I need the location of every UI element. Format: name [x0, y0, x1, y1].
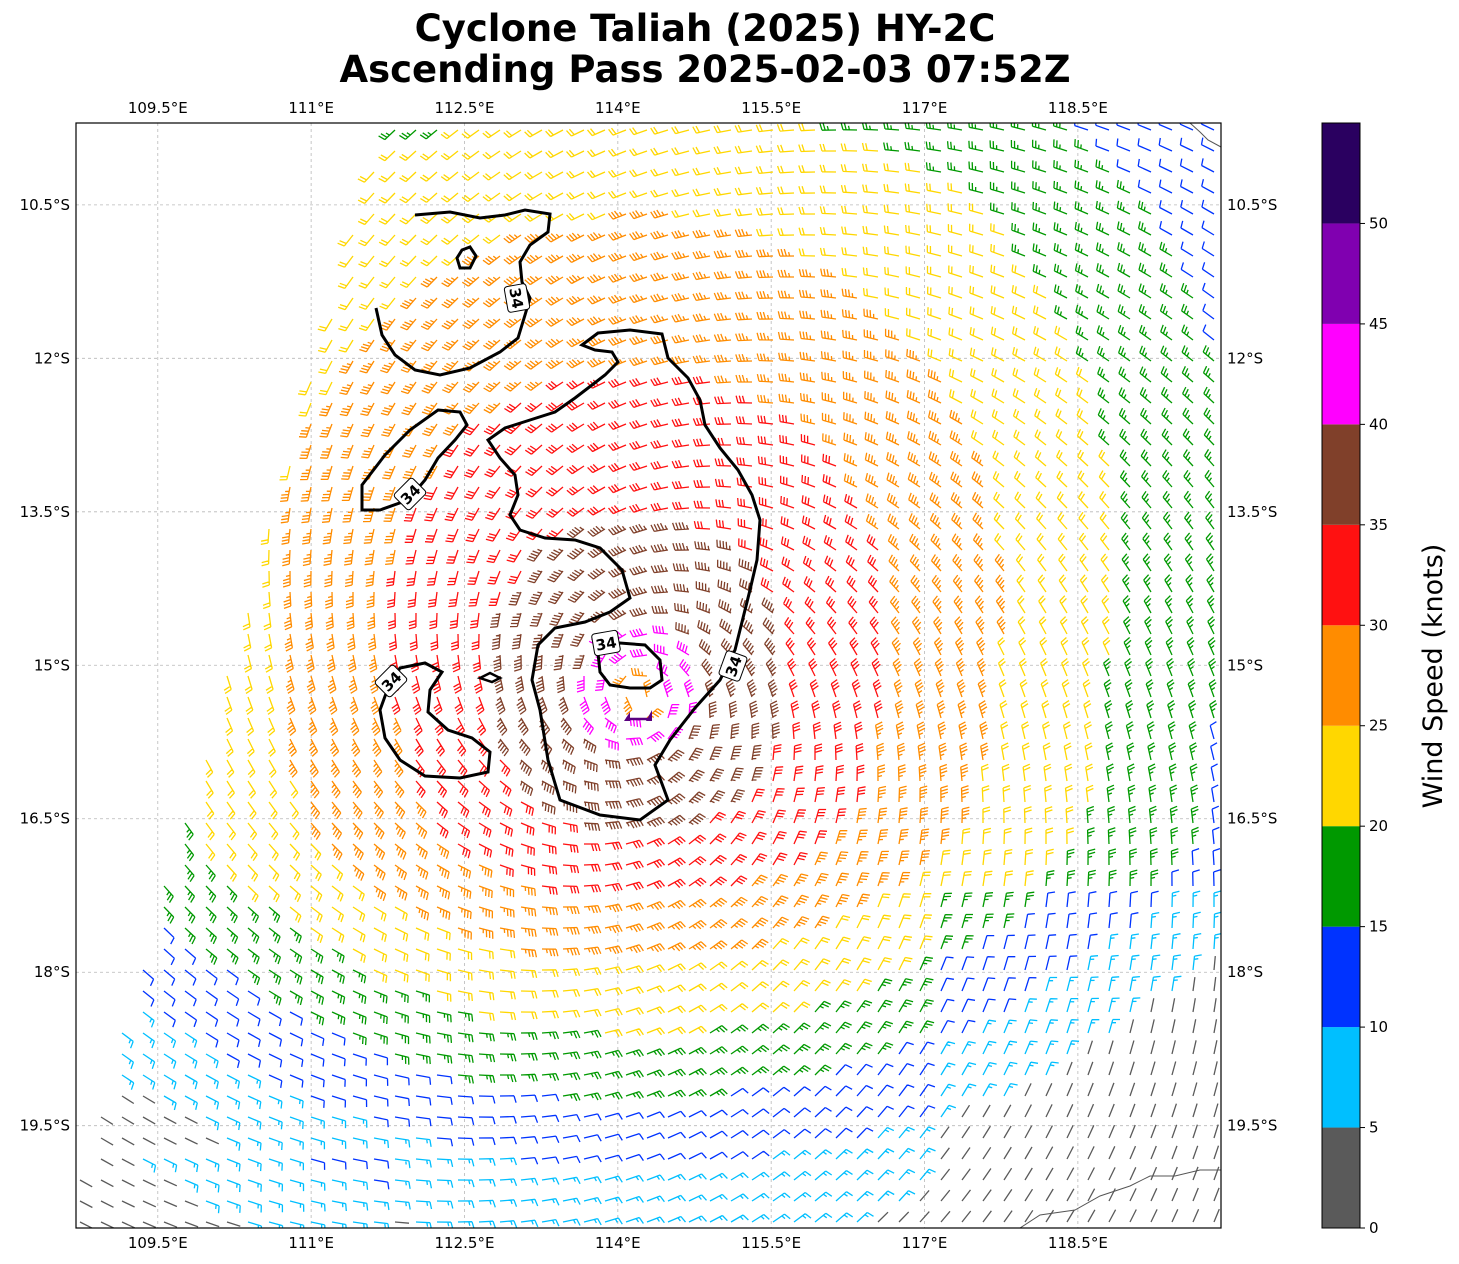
- colorbar-bin: [1322, 1127, 1360, 1228]
- colorbar-bin: [1322, 524, 1360, 626]
- colorbar: 0 5 10 15 20 25 30 35 40 45 50 Wind Speed (knots): [1321, 122, 1449, 1237]
- lat-tick-label-left: 15°S: [34, 656, 70, 674]
- colorbar-bin: [1322, 123, 1360, 224]
- chart-title-line-1: Cyclone Taliah (2025) HY-2C: [414, 7, 996, 50]
- coastline-north: [1189, 123, 1221, 148]
- lon-tick-label-bottom: 117°E: [902, 1234, 948, 1252]
- colorbar-tick-label: 30: [1369, 616, 1388, 634]
- colorbar-tick-label: 45: [1369, 315, 1388, 333]
- coastline-south: [1019, 1169, 1221, 1228]
- colorbar-bin: [1322, 725, 1360, 827]
- colorbar-tick-label: 25: [1369, 717, 1388, 735]
- colorbar-bins: [1322, 123, 1360, 1228]
- lon-tick-label-top: 114°E: [595, 99, 641, 117]
- colorbar-bin: [1322, 1027, 1360, 1128]
- lon-tick-label-top: 117°E: [902, 99, 948, 117]
- wind-barb-group: [79, 956, 1220, 1228]
- wind-barb-group: [280, 209, 1006, 958]
- wind-barb-group: [490, 522, 780, 831]
- map-background: [76, 123, 1221, 1228]
- lon-tick-label-bottom: 109.5°E: [128, 1234, 188, 1252]
- colorbar-tick-label: 5: [1369, 1119, 1379, 1137]
- svg-text:34: 34: [505, 286, 526, 310]
- contour-34kt-tiny: [476, 671, 503, 684]
- contour-34kt-north-small: [455, 245, 478, 270]
- colorbar-bin: [1322, 424, 1360, 525]
- colorbar-frame: [1321, 122, 1361, 1229]
- colorbar-tick-label: 20: [1369, 817, 1388, 835]
- coastlines: [1019, 123, 1221, 1228]
- colorbar-bin: [1322, 223, 1360, 324]
- contour-label: 34: [718, 650, 748, 682]
- map-frame: [75, 122, 1222, 1229]
- wind-barb-group: [121, 890, 1221, 1228]
- lat-tick-label-right: 15°S: [1227, 656, 1263, 674]
- wind-barb-group: [142, 123, 1221, 1190]
- lat-tick-label-left: 12°S: [34, 349, 70, 367]
- colorbar-tick-label: 0: [1369, 1219, 1379, 1237]
- lon-tick-label-bottom: 111°E: [288, 1234, 334, 1252]
- lat-tick-label-left: 19.5°S: [20, 1117, 70, 1135]
- lat-tick-label-left: 18°S: [34, 963, 70, 981]
- svg-text:34: 34: [594, 633, 618, 654]
- lat-tick-label-right: 13.5°S: [1227, 503, 1277, 521]
- lon-tick-label-top: 118.5°E: [1048, 99, 1108, 117]
- colorbar-bin: [1322, 625, 1360, 726]
- contour-label: 34: [591, 629, 621, 657]
- lon-tick-label-bottom: 112.5°E: [435, 1234, 495, 1252]
- contour-34kt-core-inner: [596, 641, 664, 690]
- colorbar-bin: [1322, 926, 1360, 1028]
- gridlines: [76, 123, 1221, 1228]
- contour-label: 34: [503, 283, 531, 313]
- wind-barb-group: [163, 123, 1218, 1102]
- lat-tick-label-left: 13.5°S: [20, 503, 70, 521]
- colorbar-label: Wind Speed (knots): [1418, 544, 1449, 809]
- lat-tick-label-right: 18°S: [1227, 963, 1263, 981]
- lat-tick-label-right: 19.5°S: [1227, 1117, 1277, 1135]
- colorbar-ticks: 0 5 10 15 20 25 30 35 40 45 50: [1360, 214, 1388, 1237]
- lon-tick-label-top: 111°E: [288, 99, 334, 117]
- colorbar-bin: [1322, 826, 1360, 927]
- lat-tick-label-right: 12°S: [1227, 349, 1263, 367]
- storm-center-marker: [624, 710, 652, 721]
- colorbar-tick-label: 50: [1369, 214, 1388, 232]
- lon-tick-label-bottom: 118.5°E: [1048, 1234, 1108, 1252]
- lat-tick-label-left: 16.5°S: [20, 810, 70, 828]
- lon-tick-label-bottom: 115.5°E: [741, 1234, 801, 1252]
- colorbar-tick-label: 40: [1369, 415, 1388, 433]
- lon-tick-label-top: 109.5°E: [128, 99, 188, 117]
- latitude-tick-labels: 10.5°S 10.5°S 12°S 12°S 13.5°S 13.5°S 15°S 15°S…: [20, 196, 1278, 1135]
- longitude-tick-labels: 109.5°E 109.5°E 111°E 111°E 112.5°E 112.5°E 11…: [128, 99, 1108, 1252]
- contour-34kt-core-outer: [485, 328, 762, 822]
- lat-tick-label-right: 10.5°S: [1227, 196, 1277, 214]
- wind-barbs: [79, 123, 1221, 1228]
- chart-title-line-2: Ascending Pass 2025-02-03 07:52Z: [339, 48, 1071, 91]
- lon-tick-label-top: 112.5°E: [435, 99, 495, 117]
- contour-34kt-southwest: [378, 661, 492, 780]
- lat-tick-label-left: 10.5°S: [20, 196, 70, 214]
- colorbar-tick-label: 10: [1369, 1018, 1388, 1036]
- lon-tick-label-bottom: 114°E: [595, 1234, 641, 1252]
- wind-barb-group: [205, 123, 1111, 1037]
- wind-barb-group: [386, 376, 883, 895]
- colorbar-tick-label: 35: [1369, 516, 1388, 534]
- colorbar-bin: [1322, 323, 1360, 425]
- colorbar-tick-label: 15: [1369, 918, 1388, 936]
- lat-tick-label-right: 16.5°S: [1227, 810, 1277, 828]
- lon-tick-label-top: 115.5°E: [741, 99, 801, 117]
